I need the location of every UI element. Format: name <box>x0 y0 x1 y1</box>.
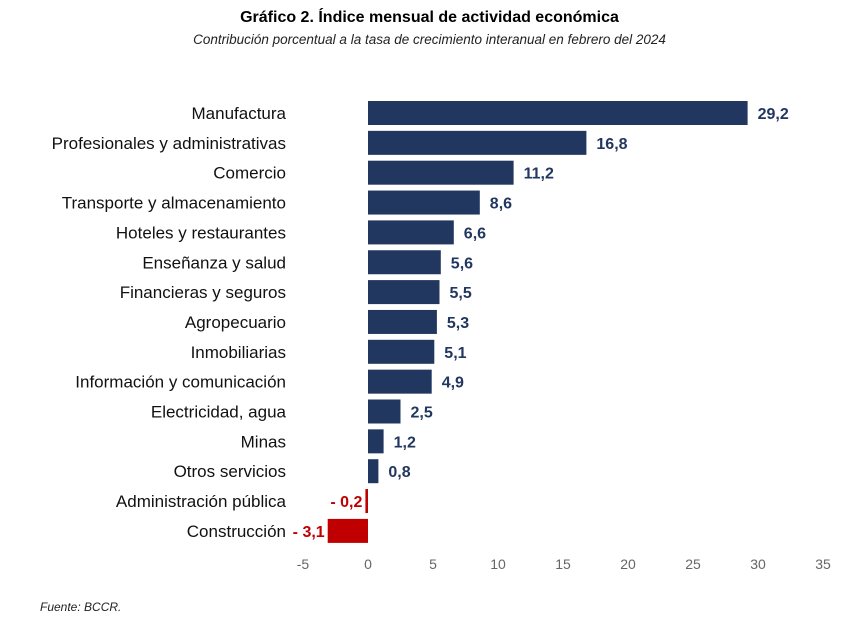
category-label: Financieras y seguros <box>120 283 286 302</box>
bar <box>327 518 368 543</box>
data-label: 5,6 <box>451 255 473 272</box>
bar <box>368 190 480 215</box>
bar <box>365 489 368 514</box>
category-label: Construcción <box>187 522 286 541</box>
data-label: 16,8 <box>596 136 627 153</box>
data-label: 4,9 <box>442 375 464 392</box>
bar <box>368 130 587 155</box>
x-tick-label: -5 <box>297 556 310 572</box>
bar <box>368 369 432 394</box>
bar <box>368 101 748 125</box>
x-tick-label: 15 <box>555 556 571 572</box>
data-label: 11,2 <box>524 166 554 183</box>
category-label: Electricidad, agua <box>151 403 287 422</box>
x-tick-label: 5 <box>429 556 437 572</box>
x-tick-label: 0 <box>364 556 372 572</box>
bar <box>368 280 440 305</box>
x-tick-label: 25 <box>685 556 701 572</box>
category-label: Transporte y almacenamiento <box>62 194 286 213</box>
data-label: 1,2 <box>394 434 416 451</box>
data-label: - 3,1 <box>293 524 325 541</box>
bar <box>368 429 384 454</box>
x-tick-label: 35 <box>815 556 831 572</box>
category-label: Minas <box>241 432 286 451</box>
chart-title: Gráfico 2. Índice mensual de actividad e… <box>240 9 619 26</box>
bar <box>368 339 435 364</box>
category-label: Otros servicios <box>174 462 286 481</box>
data-label: 5,3 <box>447 315 469 332</box>
bar-chart: Manufactura 29,2 Profesionales y administr… <box>52 101 831 572</box>
data-label: 0,8 <box>388 464 410 481</box>
bar <box>368 250 441 275</box>
bar <box>368 220 454 245</box>
bar <box>368 309 437 334</box>
chart-subtitle: Contribución porcentual a la tasa de cre… <box>193 32 666 47</box>
data-label: 8,6 <box>490 196 512 213</box>
data-label: 2,5 <box>411 405 433 422</box>
data-label: 5,5 <box>450 285 472 302</box>
category-label: Enseñanza y salud <box>142 253 286 272</box>
data-label: 29,2 <box>758 106 789 123</box>
category-label: Administración pública <box>116 492 287 511</box>
x-tick-label: 20 <box>620 556 636 572</box>
category-label: Inmobiliarias <box>191 343 286 362</box>
category-label: Hoteles y restaurantes <box>116 223 286 242</box>
x-tick-label: 10 <box>490 556 506 572</box>
data-label: 6,6 <box>464 225 486 242</box>
x-tick-label: 30 <box>750 556 766 572</box>
data-label: 5,1 <box>444 345 466 362</box>
source-note: Fuente: BCCR. <box>40 600 122 614</box>
category-label: Profesionales y administrativas <box>52 134 286 153</box>
bar <box>368 160 514 185</box>
bar <box>368 459 379 484</box>
category-label: Comercio <box>213 164 286 183</box>
category-label: Información y comunicación <box>75 373 286 392</box>
data-label: - 0,2 <box>330 494 362 511</box>
bar <box>368 399 401 424</box>
category-label: Manufactura <box>192 104 287 123</box>
category-label: Agropecuario <box>185 313 286 332</box>
